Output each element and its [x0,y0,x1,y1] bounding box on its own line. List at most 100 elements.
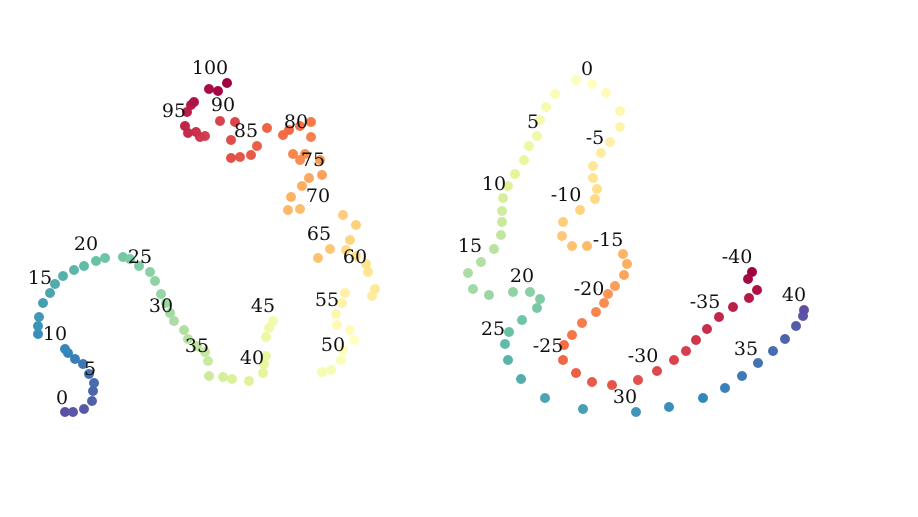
right-point--26 [571,368,581,378]
left-point-18 [69,265,79,275]
right-point--18 [610,281,620,291]
right-point-14 [489,244,499,254]
left-annotation-10: 10 [43,323,67,345]
left-point-41 [259,359,269,369]
right-point--25 [558,355,568,365]
left-point-55 [340,288,350,298]
right-annotation--40: -40 [722,246,753,268]
right-point-4 [535,115,545,125]
right-annotation-10: 10 [482,173,506,195]
left-point-28 [161,298,171,308]
left-point-36 [204,371,214,381]
right-point-2 [550,89,560,99]
left-point-85 [235,152,245,162]
left-point-15 [45,288,55,298]
left-point-100 [222,78,232,88]
right-point-8 [510,169,520,179]
right-annotation--20: -20 [574,278,605,300]
right-point-40 [799,305,809,315]
right-point--13 [567,241,577,251]
left-point-6 [84,369,94,379]
right-point-34 [737,371,747,381]
left-annotation-45: 45 [251,295,275,317]
right-point-18 [484,290,494,300]
left-point-19 [79,261,89,271]
right-point--6 [588,161,598,171]
right-point-12 [497,217,507,227]
right-point--16 [622,259,632,269]
left-point-layer [33,78,380,417]
right-point--28 [607,380,617,390]
right-annotation--5: -5 [586,127,605,149]
right-annotation-5: 5 [527,111,539,133]
right-point-1 [571,75,581,85]
left-annotation-40: 40 [240,347,264,369]
right-point--17 [619,270,629,280]
left-annotation-5: 5 [84,358,96,380]
left-annotation-90: 90 [211,94,235,116]
right-point--2 [615,106,625,116]
left-point-38 [227,374,237,384]
left-annotation-95: 95 [162,100,186,122]
right-point--3 [615,122,625,132]
left-point-17 [58,271,68,281]
left-point-20 [91,256,101,266]
left-point-30 [169,316,179,326]
right-point--24 [559,340,569,350]
left-point-52 [332,320,342,330]
right-point-36 [768,346,778,356]
right-point-7 [519,155,529,165]
right-annotation-40: 40 [782,284,806,306]
right-annotation--30: -30 [628,345,659,367]
right-point-22 [532,303,542,313]
left-point-61 [341,245,351,255]
right-point--22 [577,318,587,328]
right-point-6 [524,141,534,151]
right-point-25 [500,339,510,349]
left-point-24 [134,261,144,271]
left-point-26 [150,276,160,286]
left-point-31 [179,325,189,335]
left-annotation-15: 15 [28,267,52,289]
left-annotation-75: 75 [301,149,325,171]
right-point--23 [567,330,577,340]
left-point-51 [345,325,355,335]
left-point-58 [363,267,373,277]
right-point-5 [532,131,542,141]
right-point-21 [535,294,545,304]
left-point-71 [304,173,314,183]
right-point-29 [578,404,588,414]
left-point-1 [68,407,78,417]
left-point-8 [70,354,80,364]
right-point--35 [714,312,724,322]
right-point--8 [592,184,602,194]
left-point-78 [306,117,316,127]
right-point-35 [753,358,763,368]
left-point-4 [88,386,98,396]
left-point-98 [204,84,214,94]
right-point--4 [605,137,615,147]
left-point-50 [349,335,359,345]
right-point--33 [691,335,701,345]
left-point-40 [258,368,268,378]
left-point-59 [361,259,371,269]
right-point--34 [702,324,712,334]
left-annotation-65: 65 [307,223,331,245]
right-point--7 [588,173,598,183]
left-point-27 [156,289,166,299]
right-point-26 [503,355,513,365]
left-point-92 [191,127,201,137]
left-point-75 [295,155,305,165]
right-point-24 [504,327,514,337]
right-annotation-20: 20 [510,265,534,287]
left-point-49 [338,345,348,355]
left-point-94 [180,121,190,131]
left-annotation-25: 25 [128,246,152,268]
left-point-66 [313,253,323,263]
left-annotation-50: 50 [321,334,345,356]
right-point--31 [669,355,679,365]
left-annotation-80: 80 [284,111,308,133]
left-point-54 [337,298,347,308]
left-point-67 [295,204,305,214]
right-point--30 [652,366,662,376]
